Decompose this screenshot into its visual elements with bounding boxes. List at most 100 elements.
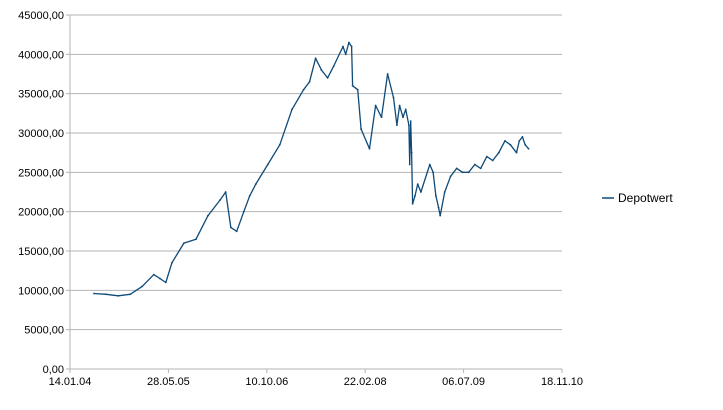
data-point	[432, 171, 434, 174]
data-point	[408, 163, 411, 166]
data-point	[360, 128, 362, 130]
data-point	[504, 139, 506, 142]
data-point	[326, 77, 329, 79]
data-point	[518, 139, 521, 142]
data-point	[164, 281, 167, 284]
data-point	[129, 293, 132, 296]
data-point	[344, 53, 347, 56]
data-point	[351, 84, 354, 87]
data-point	[302, 88, 305, 91]
data-point	[278, 143, 281, 146]
data-point	[254, 183, 257, 186]
x-tick-label: 22.02.08	[344, 376, 387, 388]
data-point	[455, 167, 458, 170]
y-tick-label: 0,00	[43, 364, 64, 376]
data-point	[356, 88, 359, 91]
y-tick-label: 5000,00	[24, 325, 64, 337]
data-point	[509, 143, 512, 146]
data-point	[414, 195, 416, 197]
data-point	[392, 96, 395, 99]
data-point	[159, 277, 161, 280]
data-point	[437, 206, 440, 209]
data-point	[224, 191, 227, 193]
data-point	[428, 163, 431, 166]
data-point	[117, 294, 120, 297]
x-tick-label: 14.01.04	[49, 376, 92, 388]
data-point	[527, 147, 530, 150]
data-point	[152, 273, 155, 276]
y-tick-label: 45000,00	[18, 10, 64, 22]
data-point	[350, 45, 353, 48]
data-point	[93, 292, 95, 295]
data-point	[491, 159, 494, 162]
data-point	[410, 151, 413, 154]
legend-label-depotwert: Depotwert	[618, 191, 673, 205]
data-point	[266, 163, 269, 166]
data-point	[235, 230, 238, 233]
y-tick-label: 25000,00	[18, 167, 64, 179]
data-point	[485, 155, 488, 158]
data-point	[398, 104, 401, 107]
data-point	[242, 210, 245, 213]
data-point	[229, 226, 232, 229]
data-point	[467, 171, 470, 174]
data-point	[291, 108, 293, 111]
data-point	[195, 238, 197, 241]
data-point	[416, 183, 419, 186]
data-point	[407, 124, 410, 127]
data-point	[461, 171, 464, 174]
y-tick-label: 35000,00	[18, 89, 64, 101]
gridlines	[70, 14, 562, 331]
x-tick-label: 10.10.06	[245, 376, 288, 388]
data-point	[374, 104, 377, 107]
data-point	[386, 73, 389, 75]
x-tick-labels: 14.01.04 28.05.05 10.10.06 22.02.08 06.07.09…	[49, 376, 583, 388]
data-point	[404, 108, 407, 111]
data-point	[105, 293, 107, 296]
data-point	[473, 163, 476, 166]
data-point	[443, 191, 446, 193]
y-tick-label: 40000,00	[18, 49, 64, 61]
axes	[66, 14, 563, 373]
data-point	[409, 120, 412, 123]
data-point	[171, 261, 173, 264]
data-point	[419, 191, 422, 193]
y-tick-label: 20000,00	[18, 207, 64, 219]
data-point	[449, 175, 452, 178]
data-point	[395, 124, 398, 127]
data-point	[521, 136, 524, 138]
legend: Depotwert	[602, 191, 673, 205]
data-point	[347, 41, 350, 44]
data-point	[439, 214, 442, 217]
x-tick-label: 28.05.05	[147, 376, 190, 388]
data-point	[141, 285, 144, 288]
plot-area	[93, 41, 530, 297]
data-point	[524, 143, 527, 146]
y-tick-labels: 0,00 5000,00 10000,00 15000,00 20000,00 25000…	[18, 10, 64, 376]
data-point	[314, 57, 317, 60]
data-point	[219, 198, 222, 201]
data-point	[332, 65, 335, 68]
data-point	[342, 45, 344, 48]
data-point	[380, 116, 383, 119]
data-point	[479, 167, 482, 170]
y-tick-label: 10000,00	[18, 285, 64, 297]
x-tick-label: 06.07.09	[442, 376, 485, 388]
data-point	[308, 80, 311, 83]
y-tick-label: 30000,00	[18, 128, 64, 140]
x-tick-label: 18.11.10	[541, 376, 583, 388]
data-point	[368, 147, 371, 150]
data-point	[434, 195, 437, 197]
y-tick-label: 15000,00	[18, 246, 64, 258]
data-point	[320, 69, 323, 71]
series-line-depotwert	[93, 41, 529, 297]
data-point	[515, 151, 518, 154]
data-point	[402, 116, 404, 119]
data-point	[183, 242, 185, 245]
data-point	[248, 195, 251, 197]
data-point	[411, 202, 414, 205]
data-point	[497, 151, 500, 154]
data-point	[207, 214, 209, 217]
